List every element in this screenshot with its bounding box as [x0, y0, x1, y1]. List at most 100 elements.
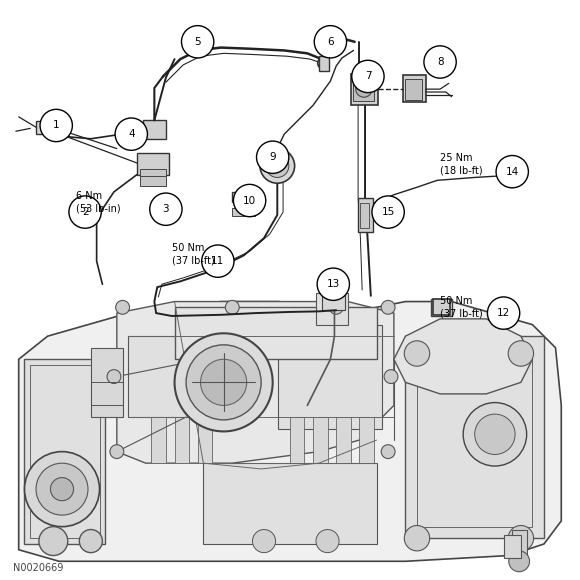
Bar — [198, 417, 212, 463]
Text: N0020669: N0020669 — [13, 563, 63, 573]
Circle shape — [496, 155, 528, 188]
Circle shape — [182, 26, 214, 58]
Circle shape — [256, 141, 289, 173]
Text: 8: 8 — [437, 57, 443, 67]
Circle shape — [175, 334, 273, 432]
Bar — [140, 169, 166, 180]
Bar — [512, 530, 527, 556]
Bar — [353, 79, 374, 101]
Circle shape — [79, 530, 103, 553]
Text: 2: 2 — [82, 207, 88, 217]
Bar — [358, 198, 372, 232]
Text: 15: 15 — [382, 207, 395, 217]
Text: 10: 10 — [243, 195, 256, 205]
Circle shape — [509, 551, 530, 572]
Bar — [350, 74, 378, 106]
Circle shape — [351, 60, 384, 93]
Bar — [403, 75, 426, 103]
Bar — [24, 359, 106, 544]
Text: 1: 1 — [53, 121, 60, 130]
Text: 5: 5 — [194, 37, 201, 47]
Bar — [405, 336, 544, 538]
Circle shape — [201, 359, 246, 405]
Circle shape — [69, 196, 102, 229]
Circle shape — [24, 452, 100, 527]
Circle shape — [110, 445, 124, 459]
Text: 13: 13 — [327, 279, 340, 289]
Bar — [503, 535, 521, 559]
Bar — [232, 208, 255, 216]
Text: 3: 3 — [162, 204, 169, 214]
Text: 7: 7 — [365, 71, 371, 81]
Circle shape — [316, 530, 339, 553]
Bar — [91, 348, 122, 417]
Circle shape — [404, 525, 430, 551]
Bar — [278, 325, 382, 429]
Circle shape — [260, 148, 295, 183]
Bar — [128, 336, 198, 417]
Circle shape — [404, 341, 430, 366]
Bar — [417, 353, 532, 527]
Circle shape — [381, 445, 395, 459]
Bar — [175, 307, 376, 359]
Circle shape — [39, 527, 68, 556]
Bar — [143, 120, 166, 139]
Bar — [336, 417, 350, 463]
Bar — [322, 278, 345, 310]
Bar — [432, 299, 452, 316]
Text: 4: 4 — [128, 129, 135, 139]
Circle shape — [107, 369, 121, 383]
Bar — [501, 173, 515, 180]
Circle shape — [384, 369, 398, 383]
Bar — [30, 365, 100, 538]
Text: 50 Nm
(37 lb-ft): 50 Nm (37 lb-ft) — [172, 242, 215, 265]
Circle shape — [356, 81, 372, 97]
Polygon shape — [19, 302, 561, 561]
Text: 12: 12 — [497, 308, 510, 318]
Circle shape — [317, 268, 350, 300]
Bar — [319, 56, 329, 71]
Text: 9: 9 — [269, 152, 276, 162]
Text: 6: 6 — [327, 37, 333, 47]
Circle shape — [50, 477, 74, 501]
Circle shape — [115, 300, 129, 314]
Bar — [313, 417, 328, 463]
Bar — [232, 192, 255, 202]
Circle shape — [318, 57, 329, 69]
Circle shape — [252, 530, 276, 553]
Bar — [234, 201, 253, 209]
Polygon shape — [394, 319, 532, 394]
Text: 14: 14 — [506, 166, 519, 177]
Circle shape — [233, 184, 266, 217]
Bar — [175, 417, 189, 463]
Bar — [137, 153, 169, 175]
Circle shape — [266, 154, 289, 177]
Circle shape — [508, 341, 534, 366]
Circle shape — [314, 26, 347, 58]
Bar — [204, 463, 376, 544]
Polygon shape — [117, 302, 394, 463]
Circle shape — [424, 46, 456, 78]
Circle shape — [508, 525, 534, 551]
Text: 50 Nm
(37 lb-ft): 50 Nm (37 lb-ft) — [440, 296, 483, 318]
Circle shape — [115, 118, 147, 150]
Circle shape — [36, 463, 88, 515]
Circle shape — [150, 193, 182, 226]
Text: 25 Nm
(18 lb-ft): 25 Nm (18 lb-ft) — [440, 153, 483, 175]
Circle shape — [463, 403, 527, 466]
Circle shape — [381, 300, 395, 314]
Circle shape — [487, 297, 520, 329]
Bar — [359, 417, 374, 463]
Bar — [316, 293, 348, 325]
Bar — [405, 79, 422, 100]
Circle shape — [226, 300, 239, 314]
Circle shape — [202, 245, 234, 277]
Text: 6 Nm
(53 lb-in): 6 Nm (53 lb-in) — [77, 191, 121, 213]
Circle shape — [40, 109, 72, 142]
Circle shape — [372, 196, 404, 229]
Circle shape — [186, 345, 261, 420]
Text: 11: 11 — [211, 256, 224, 266]
Circle shape — [329, 300, 343, 314]
Bar — [151, 417, 166, 463]
Bar — [290, 417, 304, 463]
